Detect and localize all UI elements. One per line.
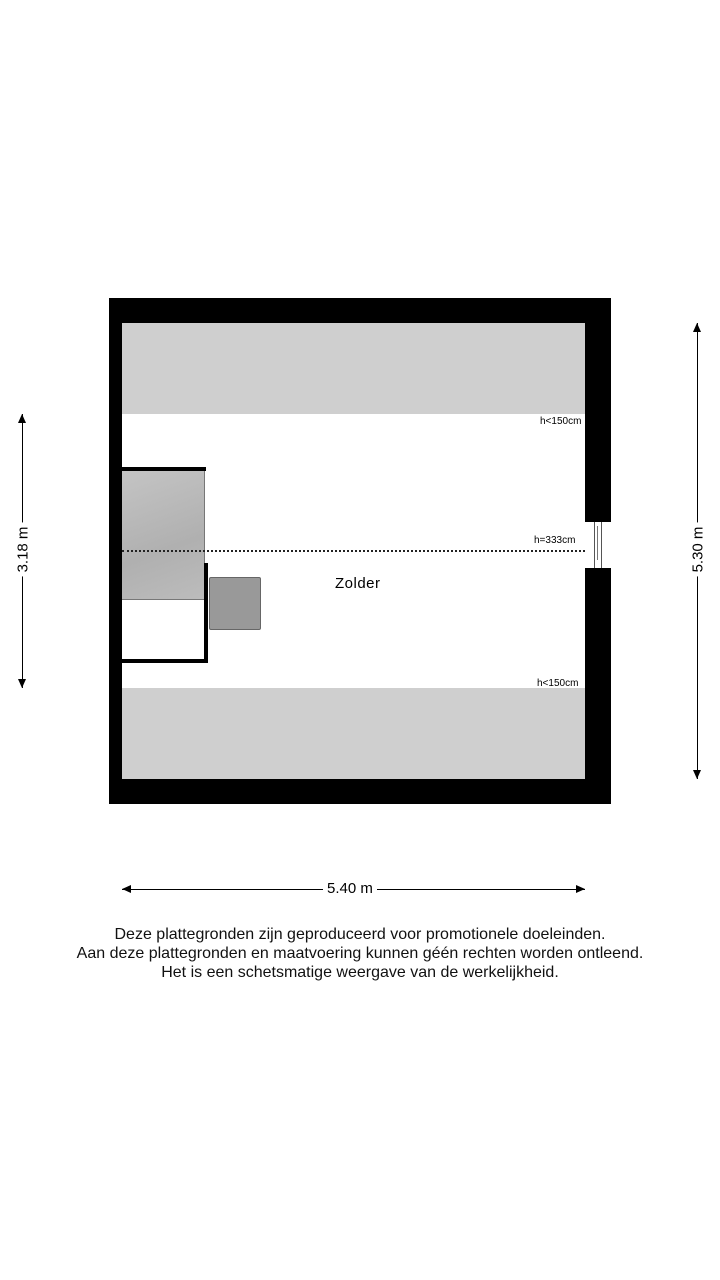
window-frame bbox=[594, 522, 602, 568]
arrow-down-icon bbox=[693, 770, 701, 779]
room-label: Zolder bbox=[335, 575, 381, 592]
low-ceiling-zone-bottom bbox=[122, 688, 585, 779]
staircase bbox=[122, 471, 205, 600]
low-ceiling-zone-top bbox=[122, 323, 585, 414]
height-label-top: h<150cm bbox=[540, 416, 582, 427]
stair-wall-bottom bbox=[122, 659, 208, 663]
furniture-block bbox=[209, 577, 261, 630]
dimension-left-label: 3.18 m bbox=[14, 522, 32, 577]
ridge-line bbox=[122, 550, 585, 552]
stair-wall-right bbox=[204, 563, 208, 663]
stair-wall-top bbox=[122, 467, 206, 471]
disclaimer-line-3: Het is een schetsmatige weergave van de … bbox=[161, 964, 559, 981]
window bbox=[585, 522, 611, 568]
arrow-right-icon bbox=[576, 885, 585, 893]
disclaimer-line-1: Deze plattegronden zijn geproduceerd voo… bbox=[114, 926, 606, 943]
arrow-down-icon bbox=[18, 679, 26, 688]
arrow-up-icon bbox=[693, 323, 701, 332]
height-label-ridge: h=333cm bbox=[534, 535, 576, 546]
arrow-left-icon bbox=[122, 885, 131, 893]
arrow-up-icon bbox=[18, 414, 26, 423]
disclaimer-line-2: Aan deze plattegronden en maatvoering ku… bbox=[76, 945, 644, 962]
dimension-right-label: 5.30 m bbox=[689, 522, 707, 577]
window-pane-line bbox=[597, 526, 598, 560]
height-label-bottom: h<150cm bbox=[537, 678, 579, 689]
dimension-bottom-label: 5.40 m bbox=[323, 880, 377, 897]
